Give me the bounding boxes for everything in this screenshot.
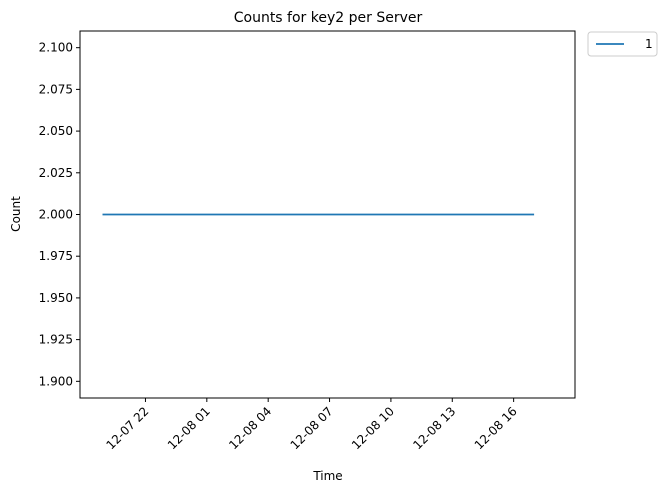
x-tick-label: 12-07 22: [104, 404, 152, 452]
x-tick-label: 12-08 16: [472, 404, 520, 452]
x-tick-label: 12-08 10: [349, 404, 397, 452]
x-tick-label: 12-08 07: [288, 404, 336, 452]
x-axis-label: Time: [312, 469, 342, 483]
y-tick-label: 2.050: [39, 124, 73, 138]
y-tick-label: 1.925: [39, 333, 73, 347]
y-tick-label: 1.900: [39, 374, 73, 388]
x-tick-label: 12-08 01: [165, 404, 213, 452]
y-tick-label: 2.075: [39, 82, 73, 96]
y-axis-label: Count: [9, 196, 23, 232]
y-tick-label: 2.000: [39, 208, 73, 222]
legend-label: 1: [645, 37, 653, 51]
y-tick-label: 2.100: [39, 41, 73, 55]
x-tick-label: 12-08 04: [226, 404, 274, 452]
x-axis: 12-07 22 12-08 01 12-08 04 12-08 07 12-08 10…: [104, 398, 520, 452]
legend: 1: [587, 31, 658, 57]
x-tick-label: 12-08 13: [410, 404, 458, 452]
y-axis: 1.900 1.925 1.950 1.975 2.000 2.025 2.050 2.075…: [39, 41, 80, 388]
chart-title: Counts for key2 per Server: [234, 10, 423, 26]
y-tick-label: 1.975: [39, 249, 73, 263]
y-tick-label: 2.025: [39, 166, 73, 180]
y-tick-label: 1.950: [39, 291, 73, 305]
